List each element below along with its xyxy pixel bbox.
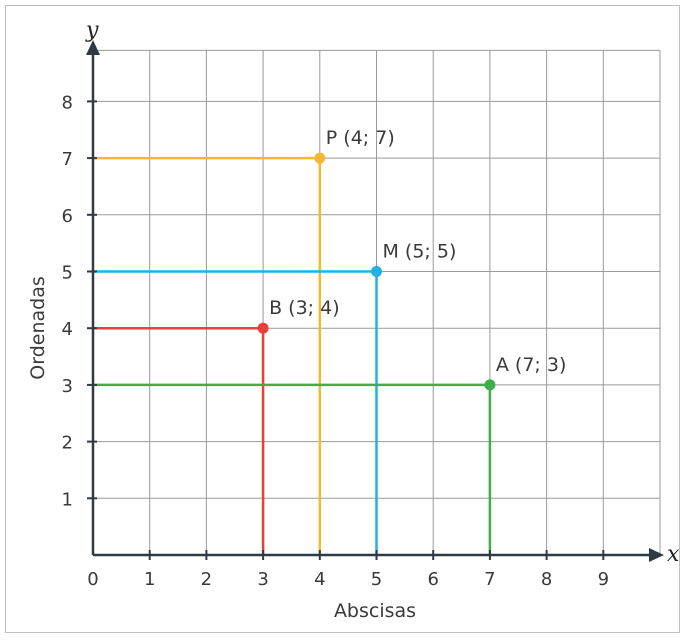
x-tick-label: 1 (144, 569, 155, 590)
y-axis-variable: y (85, 18, 99, 43)
point-M (371, 266, 382, 277)
y-tick-label: 6 (62, 206, 73, 227)
x-tick-label: 0 (87, 569, 98, 590)
y-tick-label: 4 (62, 319, 73, 340)
point-A (484, 379, 496, 391)
y-tick-label: 3 (62, 376, 73, 397)
x-tick-label: 3 (257, 569, 268, 590)
projection-lines (93, 156, 492, 555)
y-tick-label: 7 (62, 149, 73, 170)
x-axis-arrow (649, 548, 664, 562)
chart-frame (5, 5, 680, 633)
y-axis-title: Ordenadas (27, 276, 49, 379)
x-tick-label: 6 (427, 569, 438, 590)
y-tick-label: 5 (62, 263, 73, 284)
x-tick-label: 4 (314, 569, 325, 590)
point-P (314, 152, 326, 164)
y-tick-label: 1 (62, 489, 73, 510)
y-tick-label: 2 (62, 433, 73, 454)
point-label-B: B (3; 4) (269, 297, 340, 319)
point-label-A: A (7; 3) (496, 354, 566, 376)
y-axis-arrow (86, 40, 100, 55)
point-label-M: M (5; 5) (383, 241, 457, 263)
axes (86, 40, 664, 562)
x-axis-variable: x (667, 542, 680, 567)
tick-labels: 0 1 2 3 4 5 6 7 8 9 1 2 3 4 5 6 7 8 (62, 92, 609, 590)
x-axis-title: Abscisas (334, 600, 416, 622)
x-tick-label: 2 (201, 569, 212, 590)
y-tick-label: 8 (62, 92, 73, 113)
point-label-P: P (4; 7) (326, 127, 395, 149)
x-tick-label: 7 (484, 569, 495, 590)
x-tick-label: 9 (598, 569, 609, 590)
x-tick-label: 5 (371, 569, 382, 590)
x-tick-label: 8 (541, 569, 552, 590)
data-points: P (4; 7) M (5; 5) B (3; 4) A (7; 3) (257, 127, 566, 391)
point-B (257, 322, 269, 334)
